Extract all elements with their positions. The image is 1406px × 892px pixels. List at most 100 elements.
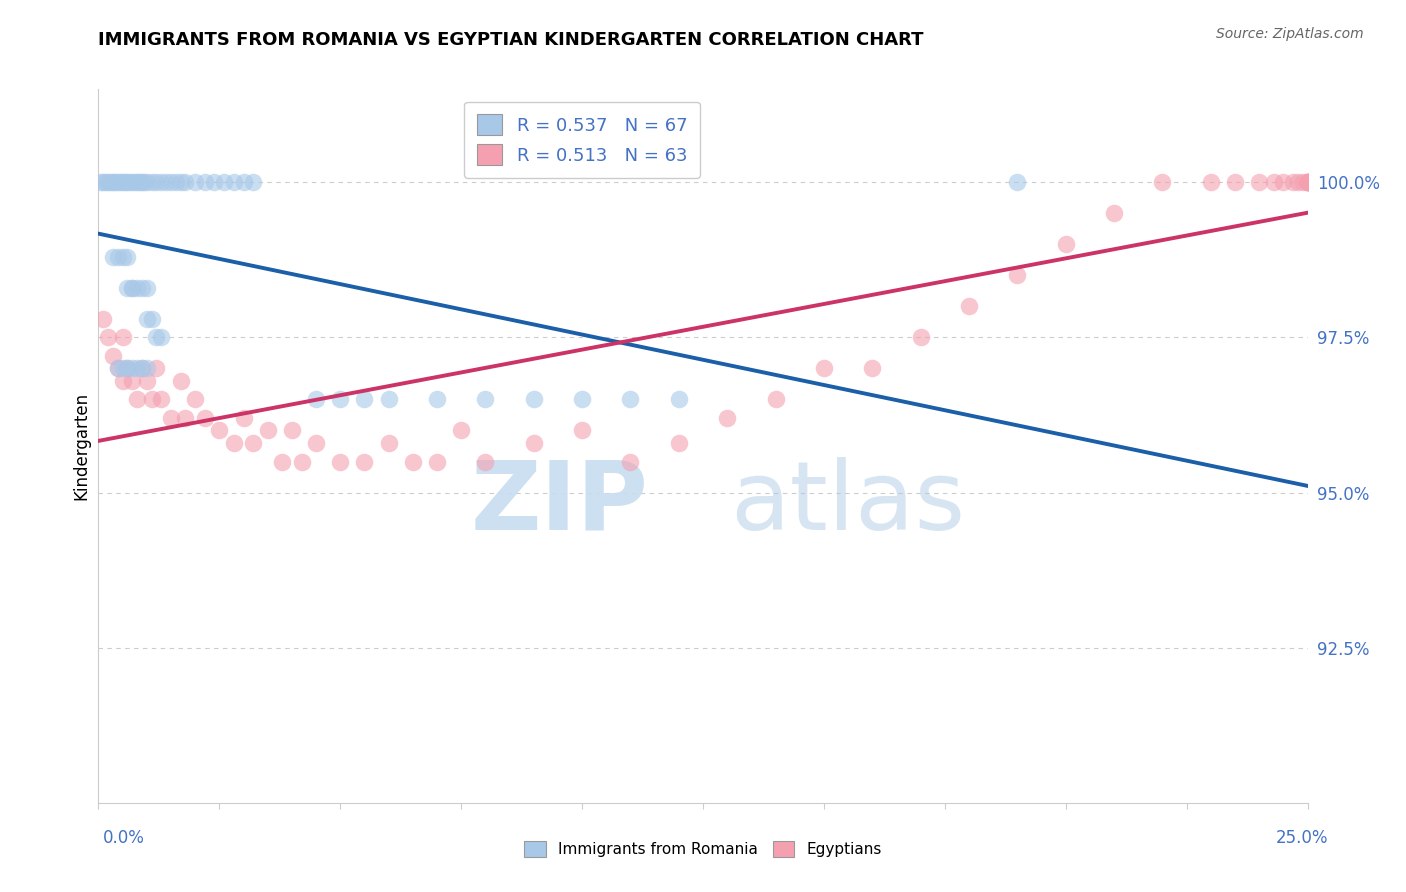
Point [108,175,131,189]
Point [101,250,124,264]
Point [118,175,141,189]
Point [169,374,191,388]
Point [135,311,157,326]
Point [222,175,245,189]
Point [1296,175,1319,189]
Point [160,411,183,425]
Point [1272,175,1295,189]
Legend: Immigrants from Romania, Egyptians: Immigrants from Romania, Egyptians [517,835,889,863]
Point [155,175,177,189]
Point [329,392,352,407]
Point [571,424,593,438]
Point [426,454,449,468]
Point [121,281,143,295]
Point [131,175,153,189]
Point [111,175,134,189]
Point [174,411,197,425]
Point [619,454,641,468]
Y-axis label: Kindergarten: Kindergarten [72,392,90,500]
Text: 0.0%: 0.0% [103,829,145,847]
Text: 25.0%: 25.0% [1277,829,1329,847]
Point [141,392,163,407]
Point [117,281,139,295]
Point [121,374,143,388]
Point [271,454,294,468]
Point [127,281,149,295]
Point [160,175,183,189]
Point [169,175,191,189]
Point [101,349,124,363]
Point [127,361,149,376]
Point [135,374,157,388]
Point [121,175,143,189]
Point [377,436,399,450]
Point [145,175,167,189]
Point [117,250,139,264]
Point [222,436,245,450]
Point [1054,237,1077,252]
Point [232,175,254,189]
Point [1296,175,1319,189]
Point [1296,175,1319,189]
Point [523,392,546,407]
Point [90,175,112,189]
Point [117,361,139,376]
Point [135,175,157,189]
Point [212,175,235,189]
Point [1007,268,1029,283]
Point [1152,175,1174,189]
Point [232,411,254,425]
Point [135,281,157,295]
Point [111,374,134,388]
Point [128,175,150,189]
Point [131,281,153,295]
Point [1199,175,1222,189]
Point [716,411,738,425]
Point [571,392,593,407]
Point [135,361,157,376]
Point [1292,175,1315,189]
Point [111,250,134,264]
Point [910,330,932,344]
Point [242,436,264,450]
Point [117,175,139,189]
Point [114,175,136,189]
Point [124,175,146,189]
Point [165,175,187,189]
Point [150,175,173,189]
Point [111,361,134,376]
Point [107,250,129,264]
Point [97,175,120,189]
Point [1007,175,1029,189]
Point [150,392,173,407]
Point [353,454,375,468]
Point [1296,175,1319,189]
Point [1102,206,1125,220]
Point [256,424,278,438]
Point [619,392,641,407]
Point [474,392,496,407]
Point [107,361,129,376]
Point [1296,175,1319,189]
Point [194,175,217,189]
Point [402,454,425,468]
Point [957,299,980,313]
Point [474,454,496,468]
Point [329,454,352,468]
Point [668,436,690,450]
Point [1263,175,1285,189]
Point [305,436,328,450]
Point [208,424,231,438]
Point [1296,175,1319,189]
Point [145,330,167,344]
Point [184,175,207,189]
Point [242,175,264,189]
Point [117,361,139,376]
Point [107,361,129,376]
Point [131,361,153,376]
Point [765,392,787,407]
Point [150,330,173,344]
Point [860,361,883,376]
Point [1223,175,1246,189]
Point [111,330,134,344]
